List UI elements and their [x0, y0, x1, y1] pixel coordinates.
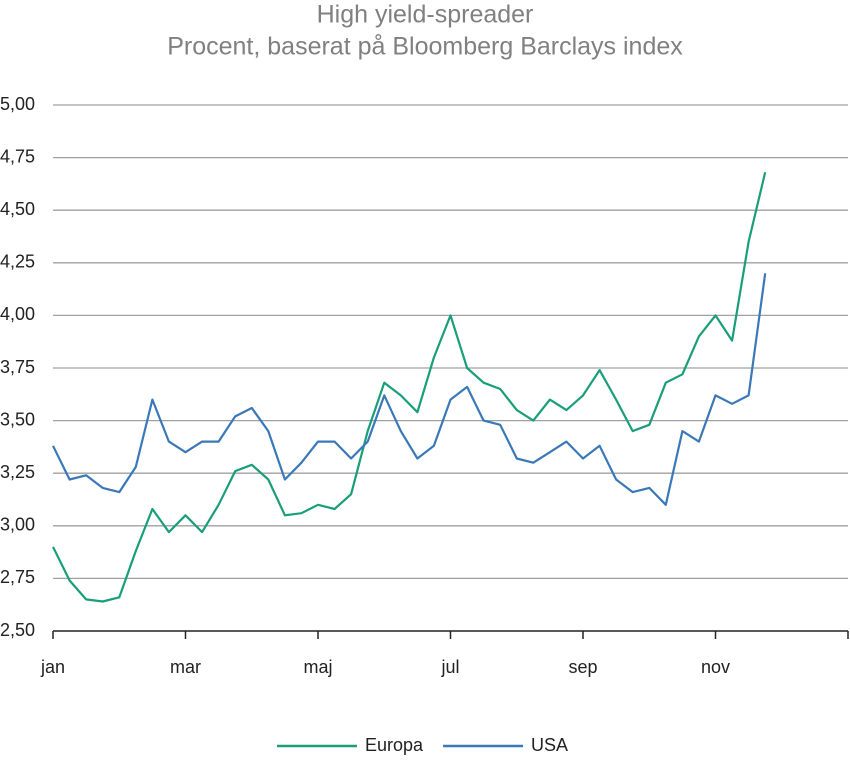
- y-tick-label: 4,50: [0, 199, 35, 219]
- x-tick-label: mar: [170, 657, 201, 677]
- y-tick-label: 5,00: [0, 94, 35, 114]
- chart-subtitle: Procent, baserat på Bloomberg Barclays i…: [167, 33, 683, 61]
- x-tick-label: nov: [701, 657, 730, 677]
- y-tick-label: 2,75: [0, 567, 35, 587]
- chart-title: High yield-spreader: [317, 1, 534, 29]
- series-line: [52, 273, 767, 506]
- legend-label: Europa: [365, 735, 424, 755]
- x-tick-label: sep: [568, 657, 597, 677]
- x-tick-label: jul: [440, 657, 459, 677]
- y-tick-label: 4,00: [0, 304, 35, 324]
- y-tick-label: 4,25: [0, 252, 35, 272]
- x-tick-label: jan: [40, 657, 65, 677]
- y-tick-label: 3,00: [0, 515, 35, 535]
- y-tick-label: 4,75: [0, 146, 35, 166]
- y-tick-label: 2,50: [0, 620, 35, 640]
- y-tick-label: 3,75: [0, 357, 35, 377]
- y-tick-label: 3,50: [0, 409, 35, 429]
- legend-label: USA: [531, 735, 568, 755]
- y-tick-label: 3,25: [0, 462, 35, 482]
- x-tick-label: maj: [303, 657, 332, 677]
- series-line: [52, 172, 767, 603]
